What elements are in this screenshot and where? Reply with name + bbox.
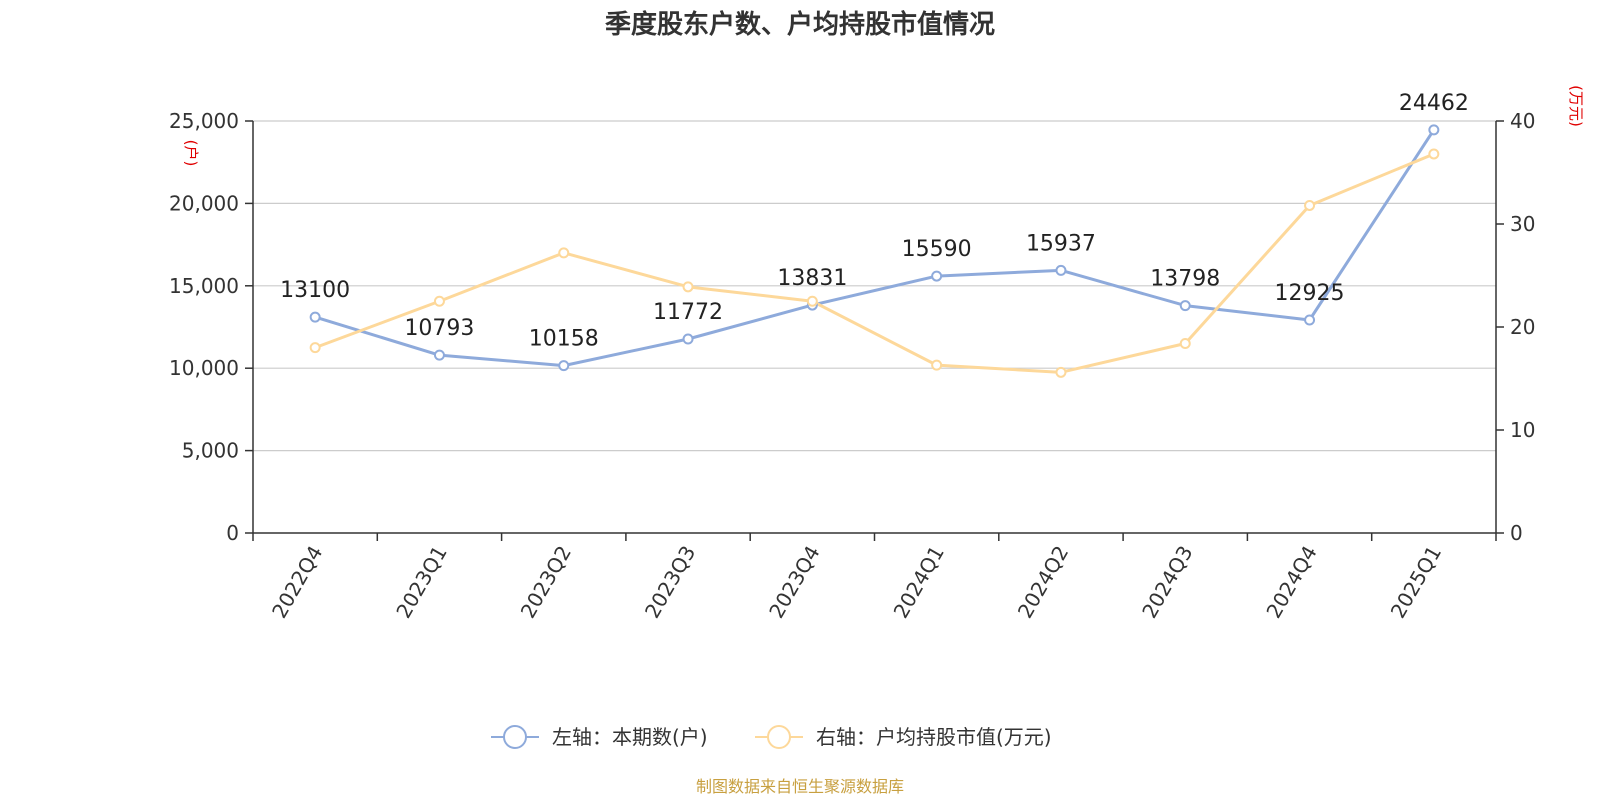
left-tick-label: 10,000 [169,356,239,380]
x-tick-label: 2022Q4 [267,542,327,623]
x-tick-label: 2024Q2 [1013,542,1073,623]
series-point [682,281,694,293]
legend-label: 右轴：户均持股市值(万元) [816,725,1052,749]
series-point [1179,337,1191,349]
series-line [314,129,1436,368]
series-layer [309,124,1440,378]
left-tick-label: 0 [226,521,239,545]
x-tick-label: 2025Q1 [1386,542,1446,623]
grid [253,120,1496,452]
series-point [309,311,321,323]
axes: 0 5,000 10,000 15,000 20,000 25,000 0 10 20 30 40 2… [169,109,1535,622]
series-point [433,349,445,361]
left-axis-unit: (户) [182,140,200,167]
x-tick-label: 2023Q1 [391,542,451,623]
series-point [1428,148,1440,160]
right-axis-unit: (万元) [1567,85,1585,127]
legend: 左轴：本期数(户) 右轴：户均持股市值(万元) [491,725,1052,749]
data-labels: 13100 10793 10158 11772 13831 15590 15937 13798… [280,91,1469,352]
series-point [1304,314,1316,326]
right-tick-label: 20 [1510,315,1535,339]
legend-swatch-marker [503,725,527,749]
x-tick-label: 2023Q4 [764,542,824,623]
data-label: 11772 [653,300,723,325]
right-tick-label: 30 [1510,212,1535,236]
series-point [558,247,570,259]
data-label: 15937 [1026,231,1096,256]
series-point [806,295,818,307]
x-tick-label: 2023Q3 [640,542,700,623]
left-tick-label: 20,000 [169,191,239,215]
x-tick-label: 2024Q1 [889,542,949,623]
data-label: 13798 [1150,267,1220,292]
left-tick-label: 15,000 [169,274,239,298]
data-label: 13831 [777,266,847,291]
data-label: 12925 [1275,281,1345,306]
right-tick-label: 40 [1510,109,1535,133]
legend-label: 左轴：本期数(户) [552,725,708,749]
data-label: 24462 [1399,91,1469,116]
x-tick-label: 2024Q3 [1137,542,1197,623]
series-point [1428,124,1440,136]
x-tick-label: 2024Q4 [1261,542,1321,623]
series-point [1055,264,1067,276]
series-point [1304,199,1316,211]
chart-title: 季度股东户数、户均持股市值情况 [605,9,995,40]
series-line [314,152,1435,374]
data-label: 13100 [280,278,350,303]
series-point [433,295,445,307]
x-tick-label: 2023Q2 [516,542,576,623]
data-label: 15590 [902,237,972,262]
series-point [309,342,321,354]
series-point [931,270,943,282]
right-tick-label: 0 [1510,521,1523,545]
legend-swatch-marker [767,725,791,749]
series-point [931,359,943,371]
data-label: 10158 [529,327,599,352]
left-tick-label: 25,000 [169,109,239,133]
series-point [1055,366,1067,378]
source-note: 制图数据来自恒生聚源数据库 [696,777,904,796]
series-point [1179,300,1191,312]
left-tick-label: 5,000 [182,439,239,463]
series-point [682,333,694,345]
right-tick-label: 10 [1510,418,1535,442]
series-point [558,360,570,372]
data-label: 10793 [404,316,474,341]
